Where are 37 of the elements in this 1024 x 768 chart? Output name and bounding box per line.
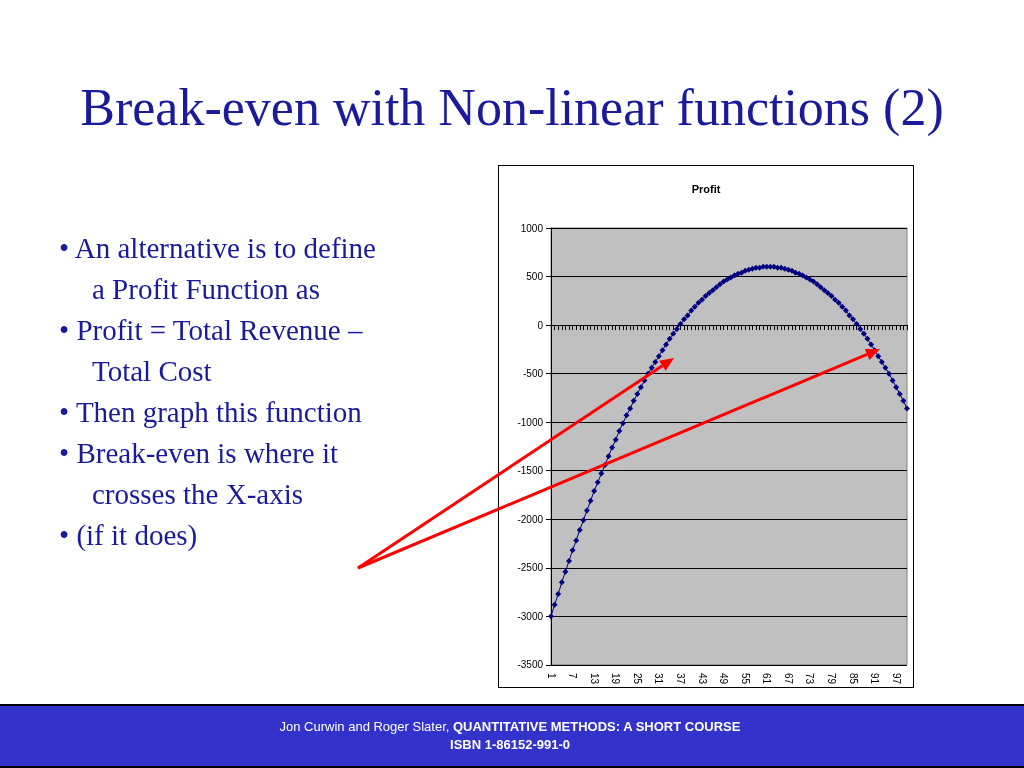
x-tick-label: 67 bbox=[782, 672, 794, 685]
y-tick-label: -2500 bbox=[517, 562, 544, 574]
x-tick-label: 49 bbox=[718, 672, 730, 685]
y-tick-label: 500 bbox=[526, 271, 544, 283]
text: • (if it does) bbox=[59, 519, 198, 551]
text: • An alternative is to define a Profit Function as bbox=[59, 232, 376, 305]
x-tick-label: 7 bbox=[567, 672, 579, 679]
text: • Then graph this function bbox=[59, 396, 362, 428]
x-tick-label: 91 bbox=[869, 672, 881, 685]
x-tick-label: 43 bbox=[696, 672, 708, 685]
x-tick-label: 1 bbox=[545, 672, 557, 679]
y-tick-label: 0 bbox=[537, 319, 544, 331]
x-tick-label: 13 bbox=[588, 672, 600, 685]
y-tick-label: -1000 bbox=[517, 416, 544, 428]
y-tick-label: -2000 bbox=[517, 513, 544, 525]
text: • Break-even is where it crosses the X-axis bbox=[59, 437, 339, 510]
text: QUANTITATIVE METHODS: A SHORT COURSE bbox=[452, 719, 741, 734]
text: ISBN 1-86152-991-0 bbox=[450, 737, 570, 752]
x-tick-label: 37 bbox=[674, 672, 686, 685]
x-tick-label: 85 bbox=[847, 672, 859, 685]
y-tick-label: -1500 bbox=[517, 465, 544, 477]
text: • Profit = Total Revenue – Total Cost bbox=[59, 314, 363, 387]
chart-title: Profit bbox=[691, 182, 721, 195]
y-tick-label: -3000 bbox=[517, 610, 544, 622]
y-tick-label: -500 bbox=[522, 368, 544, 380]
x-tick-label: 31 bbox=[653, 672, 665, 685]
x-tick-label: 25 bbox=[631, 672, 643, 685]
text: Jon Curwin and Roger Slater, bbox=[279, 719, 450, 734]
x-tick-label: 97 bbox=[890, 672, 902, 685]
x-tick-label: 73 bbox=[804, 672, 816, 685]
text: Break-even with Non-linear functions (2) bbox=[79, 78, 945, 137]
x-tick-label: 19 bbox=[610, 672, 622, 685]
x-tick-label: 79 bbox=[825, 672, 837, 685]
x-tick-label: 61 bbox=[761, 672, 773, 685]
y-tick-label: -3500 bbox=[517, 659, 544, 671]
x-tick-label: 55 bbox=[739, 672, 751, 685]
y-tick-label: 1000 bbox=[520, 222, 544, 234]
